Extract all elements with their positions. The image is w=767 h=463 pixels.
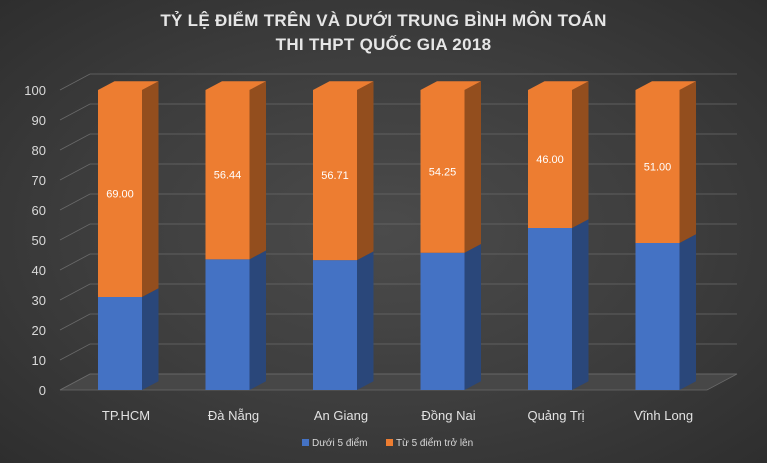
data-label: 54.25 [429,166,457,178]
bar-segment-below [98,288,159,390]
bar-side [142,288,159,390]
data-label: 56.71 [321,170,349,182]
y-tick-label: 70 [32,173,46,188]
bar-side [464,243,481,390]
bar-segment-above: 56.71 [313,81,374,261]
bar-top [205,81,266,90]
bar-segment-above: 54.25 [420,81,481,253]
legend-label: Từ 5 điểm trở lên [396,437,473,449]
legend-swatch-below [302,439,309,446]
gridline [59,73,737,91]
bar-segment-below [528,219,589,390]
bar-segment-below [205,250,266,390]
bar-top [420,81,481,90]
bar-side [679,81,696,243]
bar-front [205,90,250,260]
gridline [59,223,737,241]
bar-top [528,81,589,90]
bar-front [205,259,250,390]
y-tick-label: 60 [32,203,46,218]
category-label: TP.HCM [102,408,150,423]
bar-segment-above: 46.00 [528,81,589,228]
data-label: 51.00 [644,162,672,174]
y-tick-label: 0 [39,383,46,398]
gridline [59,343,737,361]
category-label: Vĩnh Long [634,408,693,423]
legend-swatch-above [386,439,393,446]
bar-side [679,234,696,390]
chart-title-line-2: THI THPT QUỐC GIA 2018 [275,35,492,54]
gridline [59,373,737,391]
category-label: An Giang [314,408,368,423]
bar-segment-above: 69.00 [98,81,159,297]
y-tick-label: 30 [32,293,46,308]
y-tick-label: 40 [32,263,46,278]
legend: Dưới 5 điểm Từ 5 điểm trở lên [302,437,473,449]
bar-side [357,81,374,261]
bar-front [313,260,357,390]
bar-top [313,81,374,90]
bar-front [98,297,142,390]
grid-layer [59,73,738,391]
bars: 69.00 56.44 56.71 54.25 46.00 51.00 [98,81,696,390]
bar-front [98,90,142,297]
bar-top [98,81,159,90]
bar-front [528,228,572,390]
bar-segment-below [635,234,696,390]
gridline [59,283,737,301]
y-tick-label: 10 [32,353,46,368]
bar-side [249,250,266,390]
bar-segment-below [420,243,481,390]
bar-side [142,81,159,297]
y-tick-label: 90 [32,113,46,128]
bar-side [357,251,374,390]
gridline [59,103,737,121]
bar-front [420,90,465,253]
data-label: 46.00 [536,154,564,166]
data-label: 56.44 [214,170,242,182]
bar-segment-above: 51.00 [635,81,696,243]
chart-floor [59,373,738,391]
bar-front [635,243,680,390]
gridline [59,163,737,181]
y-tick-label: 80 [32,143,46,158]
gridline [59,313,737,331]
data-label: 69.00 [106,189,134,201]
y-tick-label: 100 [24,83,46,98]
y-tick-label: 20 [32,323,46,338]
bar-front [313,90,357,261]
y-axis: 0 10 20 30 40 50 60 70 80 90 100 [24,83,46,398]
x-axis: TP.HCM Đà Nẵng An Giang Đồng Nai Quảng Trị Vĩ… [102,408,693,423]
bar-segment-below [313,251,374,390]
category-label: Đà Nẵng [208,408,259,423]
bar-top [635,81,696,90]
category-label: Đồng Nai [421,408,475,423]
gridline [59,133,737,151]
gridline [59,193,737,211]
bar-side [464,81,481,253]
bar-side [572,81,589,228]
y-tick-label: 50 [32,233,46,248]
chart-title-line-1: TỶ LỆ ĐIỂM TRÊN VÀ DƯỚI TRUNG BÌNH MÔN T… [160,11,607,30]
bar-front [528,90,572,228]
legend-label: Dưới 5 điểm [312,437,368,449]
bar-front [420,252,465,390]
bar-side [572,219,589,390]
gridline [59,253,737,271]
bar-side [249,81,266,260]
bar-segment-above: 56.44 [205,81,266,260]
bar-front [635,90,680,243]
category-label: Quảng Trị [527,408,584,423]
